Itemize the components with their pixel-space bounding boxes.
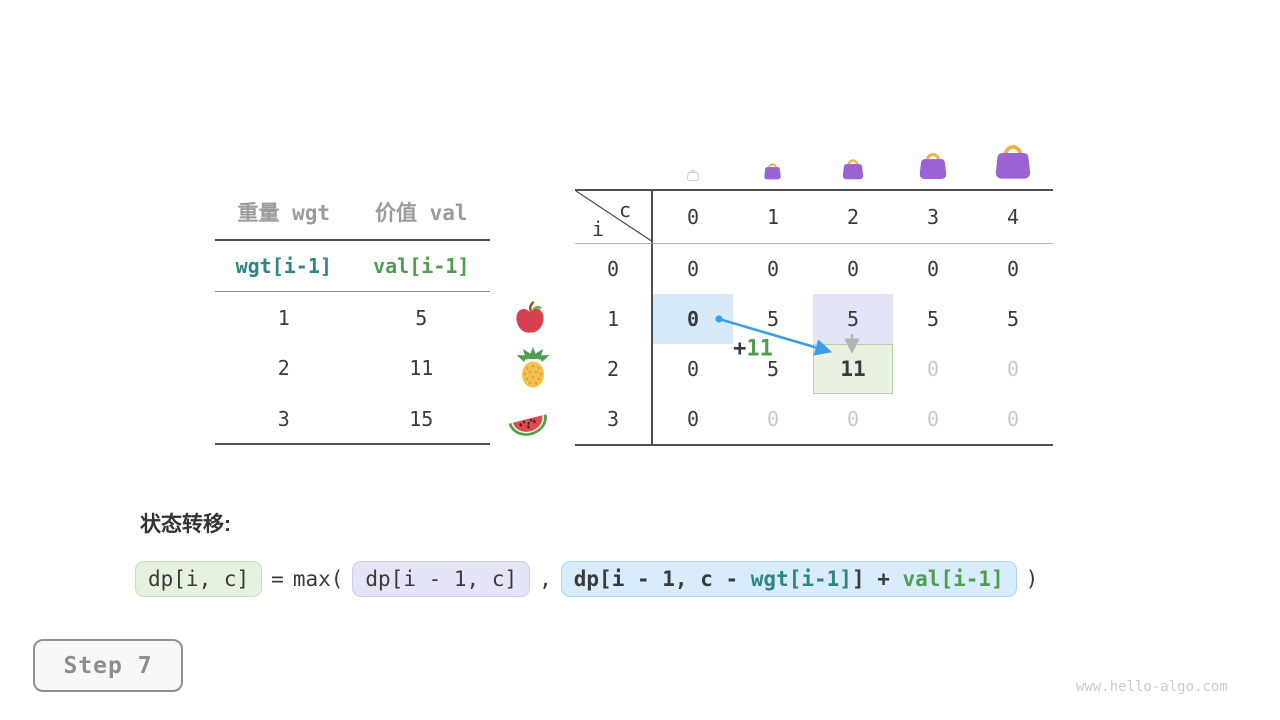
dp-table: c i 0 1 2 3 4 0 0 0 0 0 0 1 0 5 5 5 5 2 …	[575, 189, 1053, 446]
item-axis-label: i	[591, 217, 605, 241]
dp-cell-1-2-source-highlight: 5	[813, 294, 893, 344]
bag-icon	[991, 136, 1035, 184]
transition-add-label: +11	[733, 337, 773, 362]
bag-outline-icon	[686, 166, 700, 185]
dp-row-header: 2	[575, 344, 653, 394]
dp-cell-2-4: 0	[1006, 357, 1020, 381]
watermelon-icon	[505, 399, 551, 443]
items-table-bottom-rule	[215, 443, 490, 445]
dp-cell-3-0: 0	[686, 407, 700, 431]
dp-cell-1-4: 5	[1006, 307, 1020, 331]
formula-equals: =	[271, 567, 284, 591]
dp-cell-2-2-current-highlight: 11	[813, 344, 893, 394]
items-table-index-row: wgt[i-1] val[i-1]	[215, 242, 490, 290]
formula-arg2: dp[i - 1, c - wgt[i-1]] + val[i-1]	[560, 561, 1017, 597]
dp-cell-0-3: 0	[926, 257, 940, 281]
dp-col-header: 4	[973, 191, 1053, 244]
formula-arg2-mid: ] +	[851, 567, 903, 591]
state-transition-formula: dp[i, c] = max( dp[i - 1, c] , dp[i - 1,…	[135, 561, 1038, 597]
added-value: 11	[746, 336, 773, 362]
item3-weight: 3	[277, 407, 290, 431]
dp-col-header: 1	[733, 191, 813, 244]
dp-cell-2-1: 5	[766, 357, 780, 381]
dp-cell-3-4: 0	[1006, 407, 1020, 431]
item3-value: 15	[409, 407, 434, 431]
dp-col-header: 3	[893, 191, 973, 244]
formula-arg2-prefix: dp[i - 1, c -	[573, 567, 751, 591]
items-table-header-row: 重量 wgt 价值 val	[215, 190, 490, 234]
item-row-3: 3 15	[215, 394, 490, 444]
dp-cell-1-3: 5	[926, 307, 940, 331]
plus-sign: +	[733, 336, 747, 362]
items-table: 重量 wgt 价值 val wgt[i-1] val[i-1] 1 5 2 11…	[215, 190, 490, 450]
apple-icon	[512, 300, 548, 340]
dp-cell-1-0-source-highlight: 0	[653, 294, 733, 344]
formula-max-open: max(	[292, 567, 344, 591]
formula-arg1: dp[i - 1, c]	[352, 561, 531, 597]
formula-lhs: dp[i, c]	[135, 561, 263, 597]
wgt-index-label: wgt[i-1]	[235, 254, 332, 278]
value-column-header: 价值 val	[374, 201, 468, 225]
dp-row-header: 0	[575, 244, 653, 294]
items-table-top-rule	[215, 239, 490, 241]
dp-col-header: 0	[653, 191, 733, 244]
dp-cell-3-2: 0	[846, 407, 860, 431]
item-row-2: 2 11	[215, 343, 490, 393]
item1-weight: 1	[277, 306, 290, 330]
item-row-1: 1 5	[215, 293, 490, 343]
item1-value: 5	[415, 306, 428, 330]
dp-cell-0-4: 0	[1006, 257, 1020, 281]
dp-col-header: 2	[813, 191, 893, 244]
dp-cell-2-0: 0	[686, 357, 700, 381]
dp-cell-3-3: 0	[926, 407, 940, 431]
dp-corner-cell: c i	[575, 191, 653, 244]
state-transition-heading: 状态转移:	[140, 513, 231, 536]
bag-icon	[916, 146, 950, 184]
bag-icon	[762, 159, 783, 184]
capacity-axis-label: c	[618, 198, 632, 222]
dp-cell-2-3: 0	[926, 357, 940, 381]
dp-cell-3-1: 0	[766, 407, 780, 431]
val-index-label: val[i-1]	[373, 254, 470, 278]
formula-arg2-val: val[i-1]	[902, 567, 1004, 591]
dp-cell-0-0: 0	[686, 257, 700, 281]
dp-cell-0-1: 0	[766, 257, 780, 281]
dp-cell-0-2: 0	[846, 257, 860, 281]
dp-row-header: 1	[575, 294, 653, 344]
weight-column-header: 重量 wgt	[237, 201, 331, 225]
formula-close-paren: )	[1025, 567, 1039, 591]
dp-row-header: 3	[575, 394, 653, 444]
items-table-mid-rule	[215, 291, 490, 292]
formula-arg2-wgt: wgt[i-1]	[750, 567, 852, 591]
formula-separator: ,	[539, 567, 552, 591]
item2-value: 11	[409, 356, 434, 380]
item2-weight: 2	[277, 356, 290, 380]
step-badge: Step 7	[33, 639, 183, 692]
watermark: www.hello-algo.com	[1076, 679, 1228, 695]
pineapple-icon	[513, 346, 553, 394]
bag-icon	[840, 154, 866, 184]
